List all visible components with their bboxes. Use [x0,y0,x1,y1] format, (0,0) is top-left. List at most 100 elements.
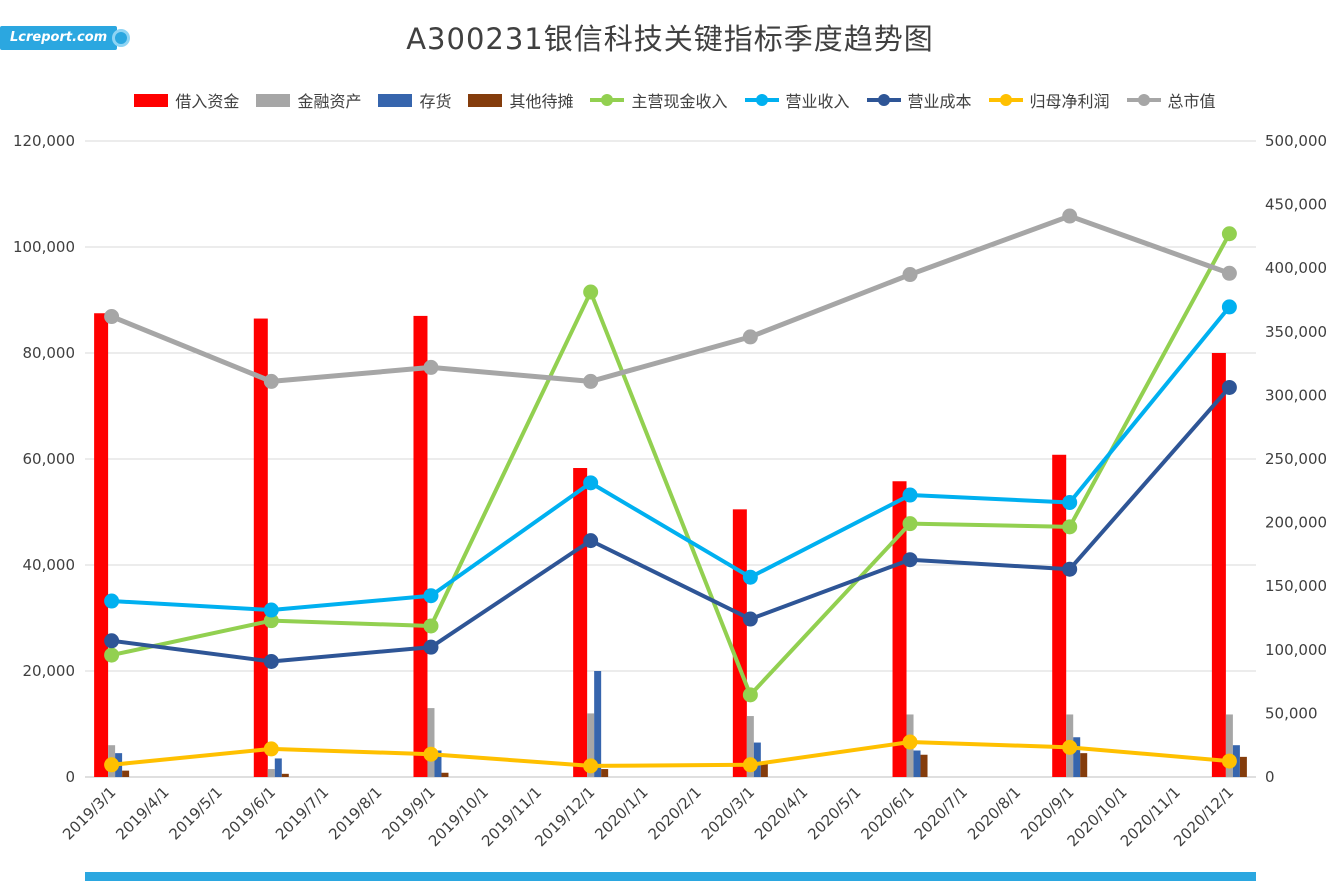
marker-operating-revenue [423,588,439,604]
marker-market-cap [423,359,439,375]
y-axis-right-label: 100,000 [1265,641,1327,659]
legend-item-financial-assets: 金融资产 [256,88,361,112]
marker-operating-revenue [1221,299,1237,315]
legend-item-market-cap: 总市值 [1126,88,1216,112]
marker-operating-revenue [263,602,279,618]
y-axis-left-label: 120,000 [13,132,75,150]
watermark: Lcreport.com [0,26,131,50]
x-axis-label: 2019/5/1 [166,783,226,843]
marker-operating-revenue [742,569,758,585]
x-axis-label: 2019/6/1 [219,783,279,843]
marker-net-profit [1062,739,1078,755]
marker-main-cash-income [423,618,439,634]
line-net-profit [109,740,1232,768]
marker-operating-cost [1062,561,1078,577]
bar-financial-assets [267,769,275,777]
legend-swatch-inventory [378,93,413,107]
bar-inventory [274,758,282,777]
y-axis-right-label: 250,000 [1265,450,1327,468]
legend-swatch-net-profit [988,93,1023,107]
legend-swatch-operating-revenue [744,93,779,107]
bar-inventory [913,750,921,777]
bar-financial-assets [746,716,754,777]
y-axis-left-label: 60,000 [23,450,76,468]
watermark-text: Lcreport.com [0,26,118,50]
bar-borrowed-funds [1211,353,1226,777]
line-market-cap [109,213,1232,384]
marker-net-profit [583,758,599,774]
legend-label-operating-revenue: 营业收入 [785,92,850,111]
marker-market-cap [583,373,599,389]
marker-market-cap [742,329,758,345]
marker-operating-revenue [104,593,120,609]
x-axis-label: 2019/7/1 [272,783,332,843]
bar-other-deferred [1239,756,1247,777]
bar-borrowed-funds [413,315,428,777]
x-axis-label: 2020/2/1 [645,783,705,843]
legend-item-net-profit: 归母净利润 [988,88,1110,112]
legend-item-operating-cost: 营业成本 [866,88,972,112]
legend-item-operating-revenue: 营业收入 [744,88,850,112]
bar-borrowed-funds [573,468,588,777]
legend-label-main-cash-income: 主营现金收入 [631,92,728,111]
marker-market-cap [1062,208,1078,224]
legend-label-market-cap: 总市值 [1167,92,1216,111]
bar-other-deferred [122,770,130,777]
marker-operating-revenue [902,487,918,503]
y-axis-right-label: 500,000 [1265,132,1327,150]
bar-other-deferred [281,773,289,777]
legend-label-financial-assets: 金融资产 [297,92,362,111]
chart-title: A300231银信科技关键指标季度趋势图 [406,22,934,56]
legend-swatch-operating-cost [866,93,901,107]
bar-inventory [594,671,602,777]
legend-item-borrowed-funds: 借入资金 [134,88,239,112]
marker-main-cash-income [1221,226,1237,242]
legend-swatch-other-deferred [468,93,503,107]
legend-swatch-main-cash-income [590,93,625,107]
marker-operating-cost [902,552,918,568]
legend-dot-net-profit [999,94,1012,106]
chart-legend: 借入资金 金融资产 存货 其他待摊 主营现金收入 营业收入 营业成本 归母净利润 总市值 [65,88,1285,112]
marker-net-profit [742,757,758,773]
legend-dot-operating-cost [877,94,890,106]
bar-financial-assets [1225,714,1233,777]
marker-operating-cost [423,639,439,655]
marker-operating-revenue [1062,494,1078,510]
marker-net-profit [423,746,439,762]
y-axis-right-label: 450,000 [1265,196,1327,214]
marker-market-cap [263,373,279,389]
marker-operating-cost [263,653,279,669]
line-operating-revenue [109,304,1232,613]
y-axis-right-label: 200,000 [1265,514,1327,532]
marker-net-profit [263,741,279,757]
legend-swatch-market-cap [1126,93,1161,107]
bar-inventory [434,750,442,777]
bar-borrowed-funds [732,509,747,777]
marker-operating-cost [742,611,758,627]
legend-label-operating-cost: 营业成本 [907,92,972,111]
y-axis-left-label: 20,000 [23,662,76,680]
marker-main-cash-income [1062,519,1078,535]
legend-item-other-deferred: 其他待摊 [468,88,573,112]
legend-swatch-borrowed-funds [134,93,169,107]
bar-borrowed-funds [1052,454,1067,777]
legend-dot-main-cash-income [601,94,614,106]
x-axis-label: 2020/8/1 [964,783,1024,843]
legend-label-other-deferred: 其他待摊 [509,92,574,111]
line-operating-cost [109,385,1232,664]
legend-item-main-cash-income: 主营现金收入 [590,88,728,112]
marker-market-cap [902,267,918,283]
marker-main-cash-income [902,516,918,532]
x-axis-label: 2019/4/1 [112,783,172,843]
marker-market-cap [1221,265,1237,281]
marker-net-profit [1221,753,1237,769]
bar-borrowed-funds [253,318,268,777]
legend-label-borrowed-funds: 借入资金 [175,92,240,111]
legend-dot-market-cap [1137,94,1150,106]
marker-main-cash-income [742,687,758,703]
y-axis-right-label: 350,000 [1265,323,1327,341]
bar-borrowed-funds [94,313,109,777]
legend-item-inventory: 存货 [378,88,451,112]
x-axis-label: 2020/5/1 [804,783,864,843]
